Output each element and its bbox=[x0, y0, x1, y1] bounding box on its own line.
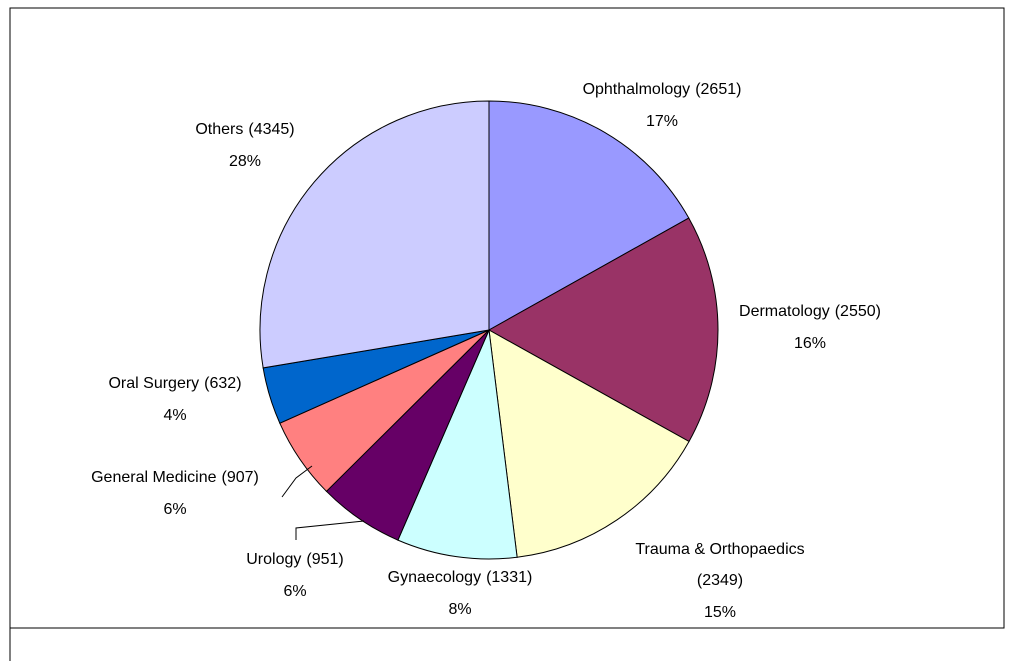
slice-percent: 16% bbox=[794, 335, 826, 352]
slice-count: (2349) bbox=[697, 572, 743, 589]
category-name: Others bbox=[195, 121, 243, 138]
pie-slice bbox=[259, 100, 490, 369]
slice-count: (2550) bbox=[835, 303, 881, 320]
pie-slice bbox=[488, 329, 690, 558]
slice-percent: 28% bbox=[229, 153, 261, 170]
slice-percent: 6% bbox=[163, 501, 186, 518]
pie-slice bbox=[397, 328, 518, 560]
slice-count: (1331) bbox=[486, 569, 532, 586]
category-name: Urology bbox=[246, 551, 301, 568]
slice-percent: 4% bbox=[163, 407, 186, 424]
category-name: Ophthalmology bbox=[583, 81, 691, 98]
slice-percent: 17% bbox=[646, 113, 678, 130]
slice-label: Trauma & Orthopaedics bbox=[635, 541, 804, 558]
slice-percent: 6% bbox=[283, 583, 306, 600]
slice-count: (907) bbox=[222, 469, 259, 486]
slice-label: General Medicine (907) bbox=[91, 469, 259, 486]
pie-slice bbox=[488, 100, 690, 331]
category-name: Dermatology bbox=[739, 303, 830, 320]
slice-label: Oral Surgery (632) bbox=[108, 375, 241, 392]
pie-slice bbox=[487, 217, 719, 443]
slice-count: (632) bbox=[204, 375, 241, 392]
slice-count: (4345) bbox=[248, 121, 294, 138]
slice-count: (2651) bbox=[695, 81, 741, 98]
slice-label: Urology (951) bbox=[246, 551, 344, 568]
slice-label: Others (4345) bbox=[195, 121, 294, 138]
slice-count: (951) bbox=[306, 551, 343, 568]
chart-frame bbox=[9, 7, 1005, 629]
category-name: Gynaecology bbox=[388, 569, 481, 586]
leader-line bbox=[295, 520, 365, 540]
leader-line bbox=[281, 465, 313, 498]
slice-label: Ophthalmology (2651) bbox=[583, 81, 742, 98]
category-name: General Medicine bbox=[91, 469, 217, 486]
slice-label: Dermatology (2550) bbox=[739, 303, 881, 320]
category-name: Trauma & Orthopaedics bbox=[635, 541, 804, 558]
category-name: Oral Surgery bbox=[108, 375, 199, 392]
slice-percent: 8% bbox=[448, 601, 471, 618]
slice-label: Gynaecology (1331) bbox=[388, 569, 533, 586]
slice-percent: 15% bbox=[704, 604, 736, 621]
